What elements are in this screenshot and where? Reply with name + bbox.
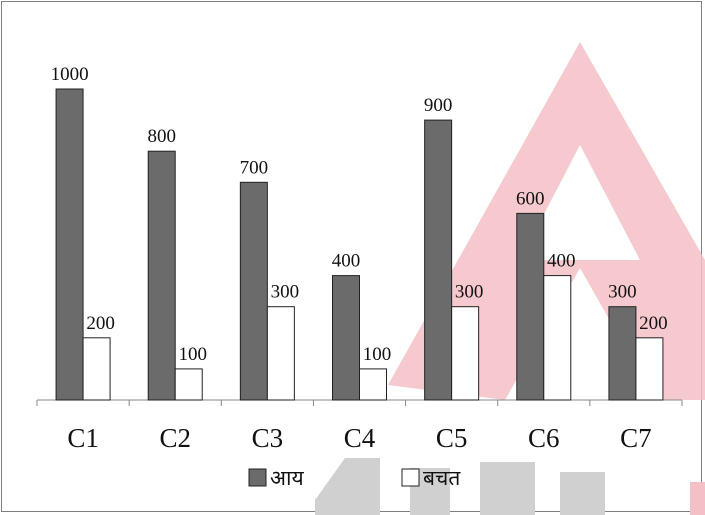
- category-label-c7: C7: [620, 423, 652, 453]
- data-label-savings-c6: 400: [547, 251, 576, 272]
- bar-income-c1: [55, 88, 84, 401]
- category-label-c3: C3: [252, 423, 284, 453]
- data-label-income-c3: 700: [240, 157, 269, 178]
- legend-label-savings: बचत: [423, 466, 461, 490]
- data-label-income-c4: 400: [332, 251, 361, 272]
- bar-savings-c6: [543, 275, 572, 401]
- bar-income-c2: [147, 150, 176, 401]
- category-label-c2: C2: [159, 423, 191, 453]
- data-label-income-c5: 900: [424, 95, 453, 116]
- bars-group: [55, 88, 664, 401]
- data-label-income-c6: 600: [516, 188, 545, 209]
- category-label-c4: C4: [344, 423, 376, 453]
- bar-savings-c5: [451, 306, 480, 401]
- data-label-savings-c2: 100: [178, 344, 207, 365]
- legend-label-income: आय: [270, 466, 304, 490]
- category-labels-group: C1 C2 C3 C4 C5 C6 C7: [67, 423, 651, 453]
- bar-income-c7: [608, 306, 637, 401]
- data-labels-group: 1000 200 800 100 700 300 400 100 900 300 600 400 300…: [51, 64, 668, 365]
- bar-savings-c1: [82, 337, 111, 401]
- data-label-income-c1: 1000: [51, 64, 89, 85]
- data-label-savings-c4: 100: [363, 344, 392, 365]
- category-label-c5: C5: [436, 423, 468, 453]
- data-label-savings-c5: 300: [455, 282, 484, 303]
- data-label-savings-c7: 200: [639, 313, 668, 334]
- category-label-c1: C1: [67, 423, 99, 453]
- bar-income-c4: [332, 275, 360, 401]
- bar-income-c3: [239, 181, 268, 401]
- data-label-savings-c1: 200: [86, 313, 115, 334]
- data-label-income-c7: 300: [608, 282, 637, 303]
- legend-swatch-savings: [401, 468, 420, 487]
- bar-savings-c2: [174, 368, 203, 401]
- category-label-c6: C6: [528, 423, 560, 453]
- watermark-text: [315, 458, 705, 515]
- bar-savings-c4: [359, 368, 387, 401]
- bar-savings-c7: [635, 337, 664, 401]
- data-label-income-c2: 800: [147, 126, 176, 147]
- legend-swatch-income: [248, 468, 267, 487]
- bar-income-c6: [516, 212, 545, 401]
- legend: आय बचत: [248, 466, 461, 490]
- bar-savings-c3: [266, 306, 295, 401]
- bar-income-c5: [424, 119, 453, 401]
- data-label-savings-c3: 300: [271, 282, 300, 303]
